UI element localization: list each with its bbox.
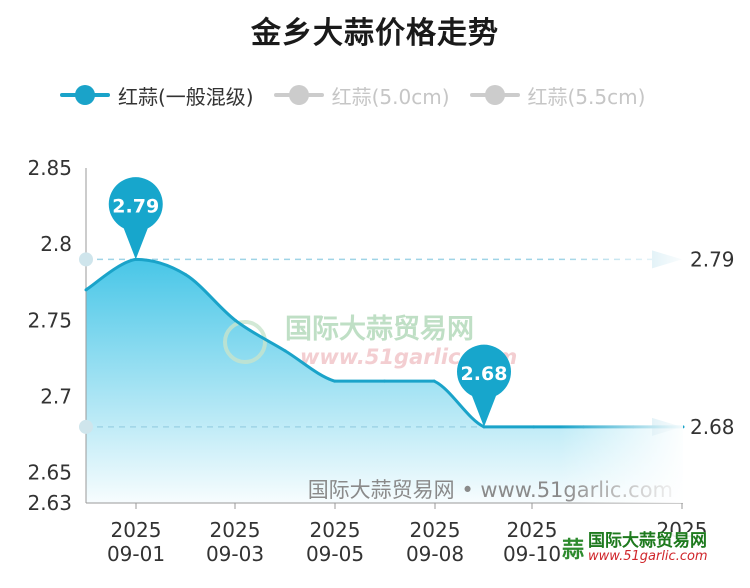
y-tick-label: 2.65	[27, 461, 72, 485]
x-tick-year: 2025	[210, 518, 261, 542]
reference-start-dot	[79, 252, 93, 267]
legend-label: 红蒜(5.5cm)	[527, 84, 646, 109]
reference-end-label: 2.68	[690, 415, 735, 439]
y-tick-label: 2.85	[27, 156, 72, 180]
data-point	[383, 379, 386, 383]
pin-label: 2.68	[461, 363, 508, 385]
x-tick-year: 2025	[410, 518, 461, 542]
reference-end-label: 2.79	[690, 247, 735, 271]
data-point	[184, 273, 187, 277]
y-tick-label: 2.8	[40, 232, 72, 256]
data-point	[84, 288, 88, 292]
x-tick-year: 2025	[507, 518, 558, 542]
data-point	[283, 349, 287, 353]
brand-name: 国际大蒜贸易网	[588, 531, 708, 551]
legend-label: 红蒜(5.0cm)	[331, 84, 450, 109]
y-tick-label: 2.75	[27, 308, 72, 332]
reference-start-dot	[79, 419, 93, 434]
y-tick-label: 2.7	[40, 384, 72, 408]
data-point	[432, 379, 436, 383]
y-tick-label: 2.63	[27, 491, 72, 515]
garlic-logo-icon: 蒜	[562, 538, 585, 563]
x-tick-date: 09-05	[306, 542, 364, 566]
brand-url: www.51garlic.com	[588, 549, 708, 564]
x-tick-date: 09-03	[206, 542, 264, 566]
legend-swatch-icon	[60, 80, 110, 110]
legend-swatch-icon	[273, 80, 324, 110]
x-tick-year: 2025	[111, 518, 162, 542]
watermark-garlic-icon	[223, 320, 267, 364]
brand-logo: 蒜 国际大蒜贸易网 www.51garlic.com	[562, 532, 708, 564]
legend-item-series-1[interactable]: 红蒜(一般混级)	[60, 80, 254, 110]
x-tick-date: 09-01	[107, 542, 165, 566]
pin-marker-icon	[457, 344, 511, 427]
legend: 红蒜(一般混级) 红蒜(5.0cm) 红蒜(5.5cm)	[60, 80, 645, 110]
legend-item-series-3[interactable]: 红蒜(5.5cm)	[469, 80, 646, 110]
data-point	[532, 425, 536, 429]
x-tick-year: 2025	[310, 518, 361, 542]
chart-title: 金乡大蒜价格走势	[251, 16, 499, 51]
right-fade	[560, 168, 683, 503]
x-tick-date: 09-08	[406, 542, 464, 566]
pin-marker-icon	[108, 177, 163, 260]
data-point	[233, 318, 237, 322]
watermark-center-name: 国际大蒜贸易网	[285, 314, 474, 345]
legend-label: 红蒜(一般混级)	[118, 84, 254, 109]
pin-label: 2.79	[112, 195, 159, 217]
data-point	[333, 379, 337, 383]
legend-swatch-icon	[469, 80, 520, 110]
x-tick-date: 09-10	[503, 542, 561, 566]
legend-item-series-2[interactable]: 红蒜(5.0cm)	[273, 80, 450, 110]
